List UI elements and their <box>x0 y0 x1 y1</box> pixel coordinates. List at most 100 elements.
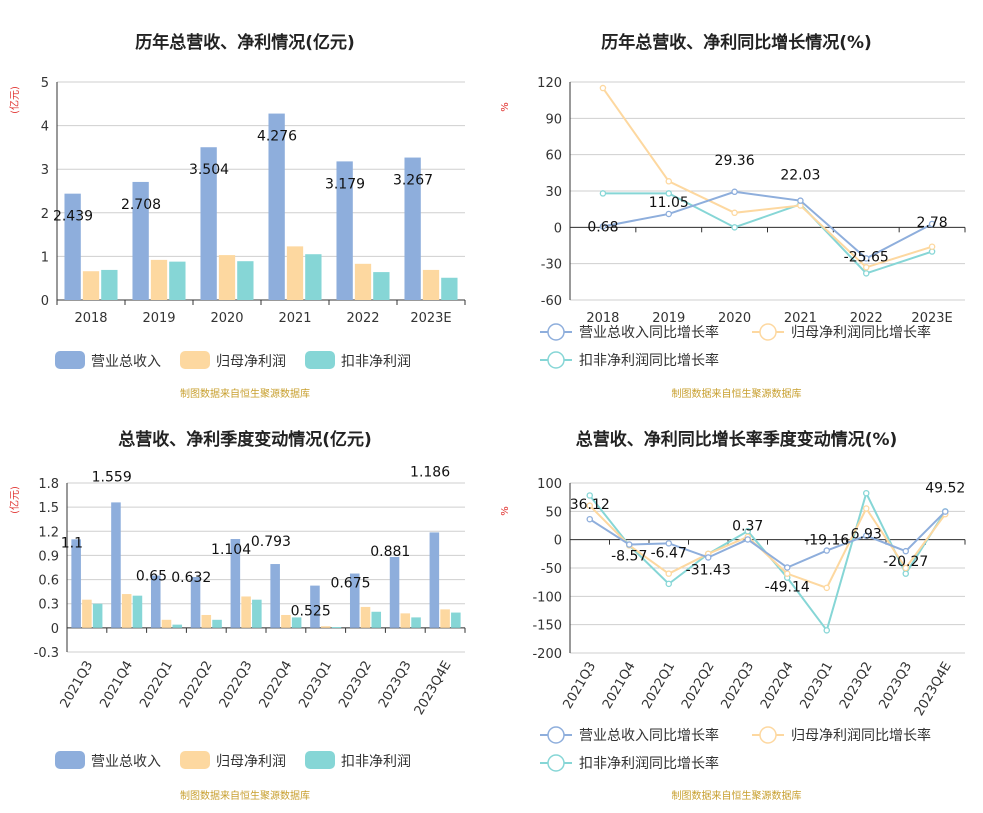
series-line <box>589 504 947 590</box>
x-tick-label: 2022Q1 <box>639 660 678 712</box>
y-tick-label: 5 <box>41 76 49 91</box>
x-tick-label: 2023Q2 <box>837 660 876 712</box>
data-label: 29.36 <box>715 153 755 169</box>
bar <box>132 181 149 300</box>
y-tick-label: 2 <box>41 207 49 222</box>
series-point <box>599 84 607 92</box>
chart-title: 总营收、净利同比增长率季度变动情况(%) <box>576 429 898 450</box>
bar <box>64 193 81 300</box>
legend-label: 扣非净利润同比增长率 <box>579 352 719 369</box>
bar <box>389 556 400 628</box>
series-point <box>665 570 672 577</box>
series-point <box>744 536 751 543</box>
y-axis-unit-label: % <box>500 506 511 516</box>
series-point <box>862 489 870 497</box>
y-tick-label: 4 <box>41 120 49 135</box>
data-label: 0.793 <box>251 534 291 550</box>
x-tick-label: 2022Q2 <box>679 660 718 712</box>
bar <box>150 575 161 628</box>
x-tick-label: 2023Q2 <box>336 659 375 711</box>
bar <box>310 585 320 628</box>
bar <box>400 613 411 628</box>
x-tick-label: 2023Q1 <box>296 659 335 711</box>
x-tick-label: 2022Q3 <box>217 659 256 711</box>
data-label: 2.439 <box>53 209 93 225</box>
data-label: 22.03 <box>780 168 820 184</box>
x-tick-label: 2022Q3 <box>718 660 757 712</box>
bar <box>373 272 390 300</box>
data-label: -25.65 <box>844 249 889 265</box>
bar <box>150 259 168 300</box>
legend-label: 扣非净利润 <box>341 754 411 770</box>
y-tick-label: -50 <box>541 562 562 577</box>
bar <box>411 617 421 628</box>
x-tick-label: 2022Q2 <box>177 659 216 711</box>
series-point <box>586 515 594 523</box>
data-label: 0.68 <box>587 220 618 236</box>
data-label: 1.186 <box>410 464 450 480</box>
bar <box>237 261 254 300</box>
x-tick-label: 2021Q3 <box>58 659 97 711</box>
data-label: 36.12 <box>570 497 610 513</box>
data-label: -31.43 <box>686 562 731 578</box>
source-note: 制图数据来自恒生聚源数据库 <box>672 387 802 400</box>
y-tick-label: -150 <box>532 619 562 634</box>
series-point <box>862 264 870 271</box>
legend-label: 营业总收入 <box>91 354 161 370</box>
series-point <box>797 197 804 204</box>
legend-label: 营业总收入同比增长率 <box>579 324 719 341</box>
series-point <box>665 210 672 218</box>
y-tick-label: -0.3 <box>34 646 59 661</box>
y-tick-label: 50 <box>545 505 562 520</box>
data-label: 4.276 <box>257 129 297 145</box>
legend-label: 营业总收入 <box>91 754 161 770</box>
legend-label: 扣非净利润 <box>341 354 411 370</box>
y-tick-label: 120 <box>537 76 562 91</box>
legend-label: 归母净利润同比增长率 <box>791 324 931 341</box>
y-tick-label: 0.3 <box>38 598 59 613</box>
y-tick-label: 30 <box>545 185 562 200</box>
data-label: 1.1 <box>61 535 83 551</box>
y-tick-label: 3 <box>41 163 49 178</box>
bar <box>230 539 241 628</box>
y-axis-unit-label: (亿元) <box>8 86 21 114</box>
legend-swatch <box>55 751 85 769</box>
data-label: -20.27 <box>883 554 928 570</box>
x-tick-label: 2019 <box>652 311 685 326</box>
y-tick-label: 0.6 <box>38 574 59 589</box>
legend-swatch <box>305 351 335 369</box>
series-line <box>602 190 933 260</box>
bar <box>422 269 440 300</box>
bar <box>270 564 280 628</box>
bar <box>218 255 236 300</box>
data-label: 2.708 <box>121 197 161 213</box>
series-line <box>602 87 933 269</box>
series-point <box>665 178 672 185</box>
y-tick-label: 1.8 <box>38 477 59 492</box>
series-point <box>902 570 909 577</box>
y-tick-label: 1 <box>41 250 49 265</box>
legend-marker <box>547 323 565 341</box>
data-label: 1.104 <box>211 542 251 558</box>
x-tick-label: 2023Q3 <box>376 659 415 711</box>
data-label: 3.179 <box>325 176 365 192</box>
bar <box>190 576 201 628</box>
data-label: -6.47 <box>651 545 687 561</box>
series-point <box>731 209 738 217</box>
x-tick-label: 2022Q4 <box>758 660 797 712</box>
x-tick-label: 2021Q4 <box>97 659 136 711</box>
legend-marker <box>547 351 565 369</box>
data-label: 0.65 <box>136 569 167 585</box>
x-tick-label: 2022Q4 <box>257 659 296 711</box>
bar <box>92 603 103 628</box>
series-point <box>928 243 936 250</box>
series-point <box>783 564 791 571</box>
source-note: 制图数据来自恒生聚源数据库 <box>180 789 310 802</box>
series-point <box>862 255 870 262</box>
x-tick-label: 2023Q4E <box>412 659 455 718</box>
y-tick-label: 90 <box>545 112 562 127</box>
legend-label: 归母净利润同比增长率 <box>791 727 931 744</box>
bar <box>440 609 450 628</box>
data-label: 6.93 <box>851 527 882 543</box>
legend-marker <box>547 726 565 744</box>
